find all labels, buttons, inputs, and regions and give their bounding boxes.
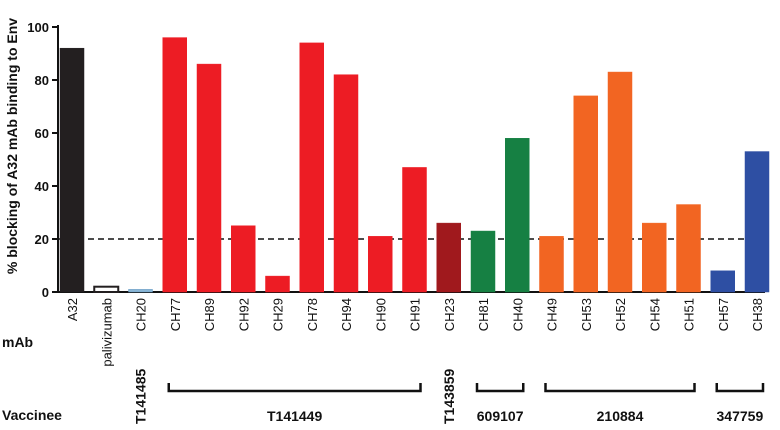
x-tick-label: CH40 [510,298,525,331]
bar-ch91 [402,167,427,293]
group-bracket [167,383,422,393]
x-tick-label: CH54 [647,298,662,331]
x-tick-label: CH29 [271,298,286,331]
bar-ch20 [128,289,153,293]
x-tick-label: palivizumab [99,298,114,367]
y-tick-label: 100 [27,20,49,35]
y-axis: 0 20 40 60 80 100 [27,20,59,300]
bar-ch54 [642,222,667,293]
x-tick-label: CH20 [134,298,149,331]
bar-ch52 [607,71,633,293]
bar-ch29 [265,275,290,293]
group-label: 347759 [717,408,764,424]
x-tick-label: CH52 [613,298,628,331]
bar-ch78 [299,42,324,293]
x-tick-label: CH38 [750,298,765,331]
x-tick-label: CH78 [305,298,320,331]
x-tick-label: CH49 [545,298,560,331]
x-tick-label: CH92 [236,298,251,331]
bar-palivizumab [93,285,120,294]
group-bracket [475,383,525,393]
bar-ch81 [470,230,496,293]
y-tick-label: 20 [35,232,49,247]
group-label: 609107 [477,408,524,424]
y-tick-label: 80 [35,73,49,88]
x-tick-label: CH77 [168,298,183,331]
x-tick-label: CH90 [373,298,388,331]
bar-ch40 [505,138,530,293]
x-tick-label: CH91 [408,298,423,331]
bar-a32 [59,47,85,293]
vaccinee-label: Vaccinee [2,407,62,423]
bar-ch53 [573,95,598,293]
bar-ch57 [710,270,735,293]
bar-ch77 [162,37,187,293]
x-tick-label: CH51 [682,298,697,331]
x-tick-label: CH57 [716,298,731,331]
group-bracket [544,383,696,393]
bar-ch92 [231,225,256,293]
x-tick-label: A32 [65,298,80,321]
y-tick-label: 40 [35,179,49,194]
x-tick-label: CH81 [476,298,491,331]
bar-ch51 [676,204,701,293]
x-tick-label: CH23 [442,298,457,331]
bar-ch94 [333,74,359,293]
bar-ch49 [539,236,564,293]
y-tick-label: 60 [35,126,49,141]
bar-ch23 [436,222,461,293]
group-label: 210884 [597,408,644,424]
x-tick-label: CH94 [339,298,354,331]
x-tick-label: CH53 [579,298,594,331]
group-label: T141485 [133,369,149,424]
x-tick-label: CH89 [202,298,217,331]
group-label: T143859 [441,369,457,424]
bar-ch38 [744,151,770,293]
category-labels: A32 palivizumab CH20 CH77 CH89 CH92 CH29 CH78 CH… [65,298,765,367]
group-label: T141449 [267,408,322,424]
vaccinee-groups: T141485 T141449 T143859 609107 210884 347759 [133,369,765,424]
y-axis-label: % blocking of A32 mAb binding to Env [4,18,20,274]
bar-ch89 [196,63,222,293]
x-axis-label: mAb [2,334,33,350]
bar-ch90 [368,236,393,293]
y-tick-label: 0 [42,285,49,300]
group-bracket [715,383,765,393]
bars [59,37,770,294]
